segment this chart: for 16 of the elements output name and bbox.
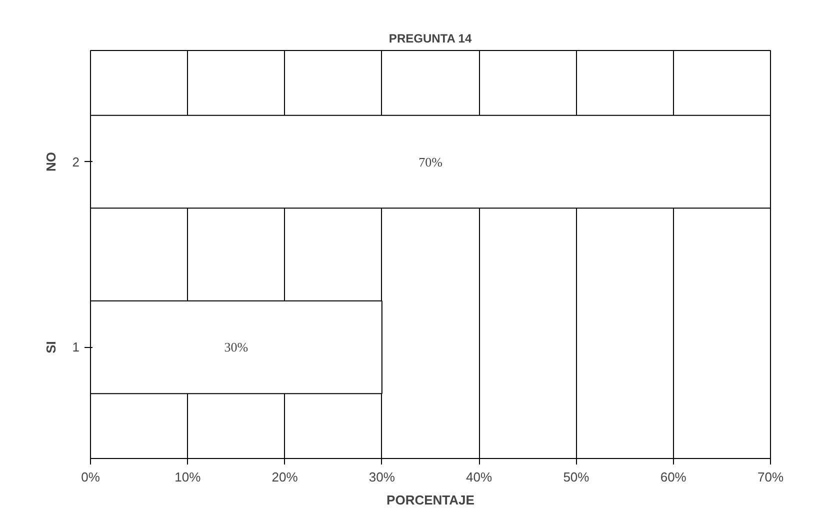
data-label: 70% bbox=[418, 154, 443, 170]
y-tick-label: 1 bbox=[72, 340, 80, 355]
x-tick-label: 30% bbox=[368, 470, 396, 484]
data-label: 30% bbox=[224, 340, 248, 355]
text: SI bbox=[44, 341, 58, 354]
text: NO bbox=[44, 152, 58, 172]
x-tick-label: 0% bbox=[81, 470, 100, 484]
x-tick-label: 10% bbox=[174, 470, 202, 484]
x-tick-label: 50% bbox=[563, 470, 590, 484]
x-tick-label: 40% bbox=[466, 470, 493, 484]
x-tick-label: 70% bbox=[757, 470, 784, 484]
x-tick-label: 60% bbox=[660, 470, 687, 484]
x-tick-label: 20% bbox=[272, 470, 298, 484]
chart-title: PREGUNTA 14 bbox=[388, 32, 472, 46]
y-tick-label: 2 bbox=[72, 154, 80, 170]
x-axis-title: PORCENTAJE bbox=[386, 492, 475, 508]
